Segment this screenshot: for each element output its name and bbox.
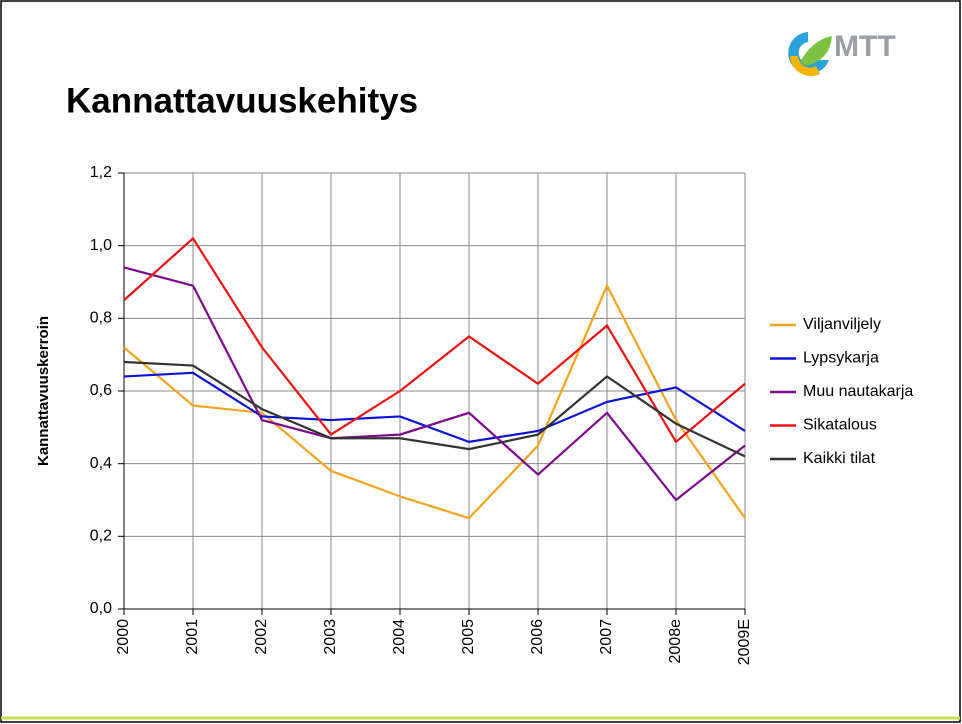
legend-label: Lypsykarja <box>803 350 879 367</box>
series-line <box>123 236 746 444</box>
legend-label: Viljanviljely <box>803 316 881 333</box>
x-tick-label: 2000 <box>115 619 132 655</box>
x-tick-label: 2002 <box>253 619 270 655</box>
legend-label: Muu nautakarja <box>803 383 913 400</box>
x-tick-label: 2003 <box>322 619 339 655</box>
y-axis-label: Kannattavuuskerroin <box>35 316 52 466</box>
y-tick-label: 0,2 <box>90 528 112 545</box>
legend-label: Kaikki tilat <box>803 450 876 467</box>
series-line <box>123 360 746 458</box>
x-tick-label: 2001 <box>184 619 201 655</box>
x-tick-label: 2008e <box>667 619 684 664</box>
series-line <box>123 266 746 502</box>
y-tick-label: 0,6 <box>90 382 112 399</box>
y-tick-label: 1,2 <box>90 164 112 181</box>
x-tick-label: 2007 <box>598 619 615 655</box>
logo-icon <box>788 32 832 77</box>
series-line <box>123 371 746 443</box>
y-tick-label: 1,0 <box>90 237 112 254</box>
series-line <box>123 283 746 520</box>
chart-title: Kannattavuuskehitys <box>66 81 418 120</box>
legend-label: Sikatalous <box>803 417 877 434</box>
x-tick-label: 2009E <box>736 619 753 665</box>
y-tick-label: 0,8 <box>90 310 112 327</box>
y-tick-label: 0,0 <box>90 600 112 617</box>
x-tick-label: 2004 <box>391 619 408 655</box>
x-tick-label: 2005 <box>460 619 477 655</box>
logo-text: MTT <box>834 30 896 63</box>
y-tick-label: 0,4 <box>90 455 112 472</box>
x-tick-label: 2006 <box>529 619 546 655</box>
